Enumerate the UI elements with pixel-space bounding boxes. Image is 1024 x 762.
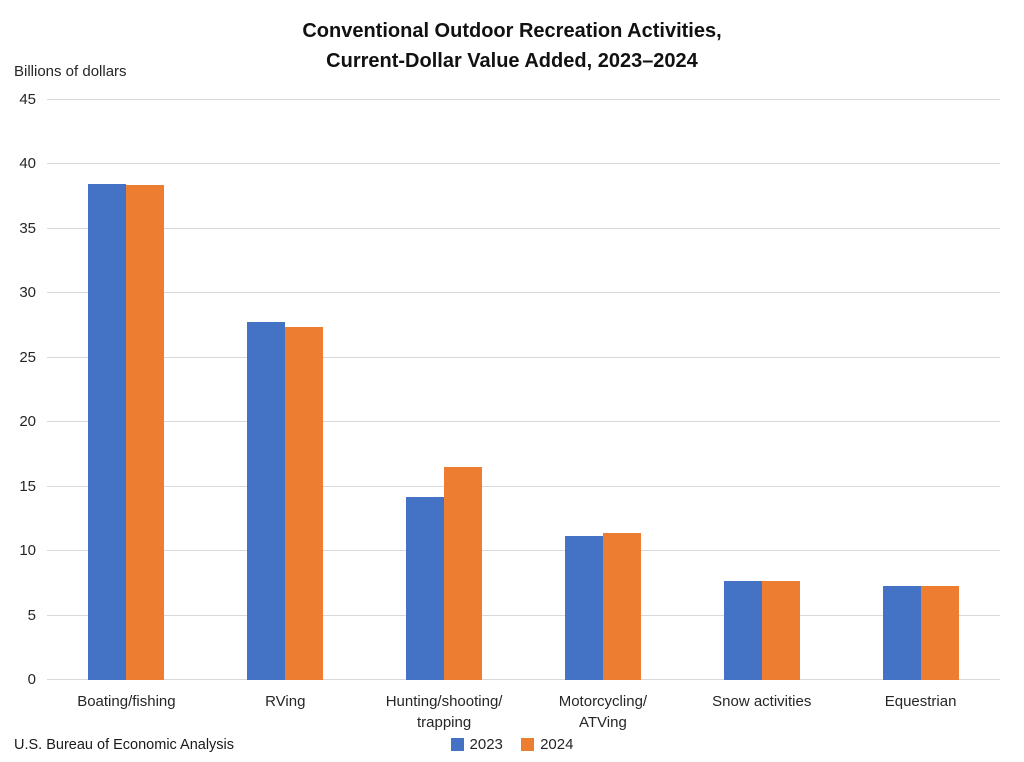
legend-label-2024: 2024 bbox=[540, 736, 574, 753]
bar-2023-0 bbox=[88, 183, 127, 680]
gridline-30 bbox=[47, 292, 1000, 294]
chart-title: Conventional Outdoor Recreation Activiti… bbox=[0, 16, 1024, 76]
x-category-label-line: Snow activities bbox=[712, 693, 812, 710]
gridline-20 bbox=[47, 421, 1000, 423]
x-category-label-line: Equestrian bbox=[884, 693, 957, 710]
bar-2023-5 bbox=[882, 585, 921, 680]
bar-group-2 bbox=[406, 467, 483, 680]
x-category-label-line: ATVing bbox=[579, 714, 627, 731]
x-category-label-3: Motorcycling/ATVing bbox=[508, 691, 698, 733]
bar-2024-0 bbox=[126, 185, 165, 680]
chart-title-line1: Conventional Outdoor Recreation Activiti… bbox=[302, 20, 722, 42]
bar-2024-3 bbox=[602, 533, 641, 680]
y-tick-label-15: 15 bbox=[19, 477, 36, 495]
y-tick-label-5: 5 bbox=[27, 606, 36, 624]
x-category-label-line: Hunting/shooting/ bbox=[385, 693, 503, 710]
bar-group-0 bbox=[88, 183, 165, 680]
y-tick-label-10: 10 bbox=[19, 542, 36, 560]
legend-swatch-2023 bbox=[450, 738, 464, 751]
x-category-label-line: trapping bbox=[416, 714, 472, 731]
bar-2024-5 bbox=[920, 585, 959, 680]
gridline-5 bbox=[47, 614, 1000, 616]
x-category-label-1: RVing bbox=[190, 691, 380, 712]
legend-item-2023: 2023 bbox=[450, 736, 503, 753]
plot-area bbox=[47, 99, 1000, 680]
y-tick-label-40: 40 bbox=[19, 155, 36, 173]
bar-2024-1 bbox=[285, 326, 324, 680]
chart-title-line2: Current-Dollar Value Added, 2023–2024 bbox=[326, 50, 698, 72]
gridline-25 bbox=[47, 356, 1000, 358]
gridline-40 bbox=[47, 163, 1000, 165]
bar-2023-2 bbox=[406, 496, 445, 680]
bar-group-4 bbox=[723, 580, 800, 680]
gridline-10 bbox=[47, 550, 1000, 552]
bar-2024-4 bbox=[761, 580, 800, 680]
x-category-label-2: Hunting/shooting/trapping bbox=[349, 691, 539, 733]
bar-2024-2 bbox=[444, 467, 483, 680]
bar-2023-3 bbox=[564, 535, 603, 680]
x-category-label-4: Snow activities bbox=[667, 691, 857, 712]
y-tick-label-25: 25 bbox=[19, 348, 36, 366]
gridline-45 bbox=[47, 99, 1000, 100]
bar-group-5 bbox=[882, 585, 959, 680]
y-tick-label-20: 20 bbox=[19, 413, 36, 431]
y-axis-units-label: Billions of dollars bbox=[14, 63, 127, 80]
bar-group-3 bbox=[564, 533, 641, 680]
x-category-label-line: RVing bbox=[265, 693, 306, 710]
y-tick-label-0: 0 bbox=[27, 671, 36, 688]
bar-2023-1 bbox=[247, 321, 286, 680]
gridline-35 bbox=[47, 227, 1000, 229]
source-note: U.S. Bureau of Economic Analysis bbox=[14, 737, 235, 753]
legend-label-2023: 2023 bbox=[469, 736, 503, 753]
legend-item-2024: 2024 bbox=[521, 736, 573, 753]
gridline-0 bbox=[47, 679, 1000, 680]
gridline-15 bbox=[47, 485, 1000, 487]
legend: 2023 2024 bbox=[0, 736, 1024, 755]
x-category-label-0: Boating/fishing bbox=[31, 691, 221, 712]
y-tick-label-45: 45 bbox=[19, 91, 36, 108]
bar-2023-4 bbox=[723, 580, 762, 680]
legend-swatch-2024 bbox=[521, 738, 535, 751]
x-category-label-line: Motorcycling/ bbox=[558, 693, 648, 710]
bar-group-1 bbox=[247, 321, 324, 680]
y-tick-label-35: 35 bbox=[19, 219, 36, 237]
x-category-label-line: Boating/fishing bbox=[77, 693, 176, 710]
x-category-label-5: Equestrian bbox=[826, 691, 1016, 712]
y-tick-label-30: 30 bbox=[19, 284, 36, 302]
